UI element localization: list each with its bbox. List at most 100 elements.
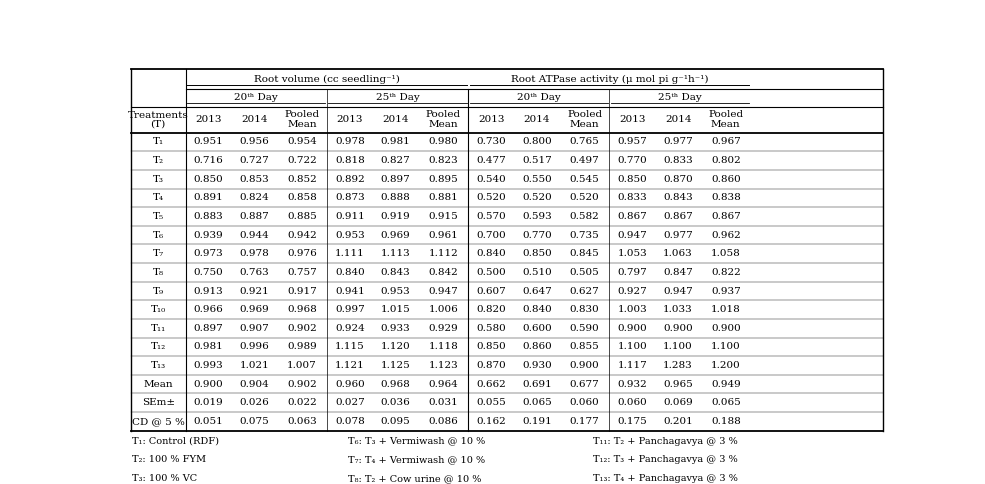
- Text: 0.662: 0.662: [476, 379, 506, 389]
- Text: 0.593: 0.593: [522, 212, 552, 221]
- Text: 1.111: 1.111: [335, 249, 364, 258]
- Text: T₃: T₃: [153, 175, 164, 184]
- Text: 2014: 2014: [241, 115, 268, 124]
- Text: 0.700: 0.700: [476, 230, 506, 240]
- Text: 0.978: 0.978: [239, 249, 269, 258]
- Text: 0.763: 0.763: [239, 268, 269, 277]
- Text: 0.069: 0.069: [663, 398, 693, 408]
- Text: Root volume (cc seedling⁻¹): Root volume (cc seedling⁻¹): [254, 75, 400, 84]
- Text: 0.965: 0.965: [663, 379, 693, 389]
- Text: 0.847: 0.847: [663, 268, 693, 277]
- Text: 1.283: 1.283: [663, 361, 693, 370]
- Text: 0.949: 0.949: [711, 379, 741, 389]
- Text: 0.867: 0.867: [711, 212, 741, 221]
- Text: 0.951: 0.951: [194, 137, 224, 147]
- Text: 0.800: 0.800: [522, 137, 552, 147]
- Text: 0.827: 0.827: [381, 156, 411, 165]
- Text: 0.730: 0.730: [476, 137, 506, 147]
- Text: 0.904: 0.904: [239, 379, 269, 389]
- Text: 1.118: 1.118: [428, 342, 458, 351]
- Text: 0.842: 0.842: [428, 268, 458, 277]
- Text: T₁₃: T₄ + Panchagavya @ 3 %: T₁₃: T₄ + Panchagavya @ 3 %: [593, 474, 738, 483]
- Text: 0.921: 0.921: [239, 287, 269, 296]
- Text: 0.824: 0.824: [239, 193, 269, 202]
- Text: 0.853: 0.853: [239, 175, 269, 184]
- Text: 0.051: 0.051: [194, 417, 224, 426]
- Text: 0.956: 0.956: [239, 137, 269, 147]
- Text: 0.930: 0.930: [522, 361, 552, 370]
- Text: 0.873: 0.873: [335, 193, 364, 202]
- Text: 0.850: 0.850: [476, 342, 506, 351]
- Text: 0.902: 0.902: [288, 324, 317, 333]
- Text: SEm±: SEm±: [142, 398, 174, 408]
- Text: 0.953: 0.953: [381, 287, 411, 296]
- Text: 1.058: 1.058: [711, 249, 741, 258]
- Text: 0.976: 0.976: [288, 249, 317, 258]
- Text: 0.607: 0.607: [476, 287, 506, 296]
- Text: 0.830: 0.830: [569, 305, 600, 314]
- Text: 0.883: 0.883: [194, 212, 224, 221]
- Text: 0.647: 0.647: [522, 287, 552, 296]
- Text: T₃: 100 % VC: T₃: 100 % VC: [132, 474, 197, 483]
- Text: 0.939: 0.939: [194, 230, 224, 240]
- Text: 0.980: 0.980: [428, 137, 458, 147]
- Text: 0.850: 0.850: [522, 249, 552, 258]
- Text: Treatments: Treatments: [128, 111, 188, 120]
- Text: 0.968: 0.968: [288, 305, 317, 314]
- Text: 0.477: 0.477: [476, 156, 506, 165]
- Text: 0.981: 0.981: [194, 342, 224, 351]
- Text: 0.881: 0.881: [428, 193, 458, 202]
- Text: T₈: T₂ + Cow urine @ 10 %: T₈: T₂ + Cow urine @ 10 %: [349, 474, 482, 483]
- Text: 0.957: 0.957: [618, 137, 647, 147]
- Text: 0.927: 0.927: [618, 287, 647, 296]
- Text: 0.860: 0.860: [522, 342, 552, 351]
- Text: 1.007: 1.007: [288, 361, 317, 370]
- Text: 0.942: 0.942: [288, 230, 317, 240]
- Text: 0.870: 0.870: [476, 361, 506, 370]
- Text: 0.937: 0.937: [711, 287, 741, 296]
- Text: 2014: 2014: [665, 115, 691, 124]
- Text: 0.823: 0.823: [428, 156, 458, 165]
- Text: T₂: 100 % FYM: T₂: 100 % FYM: [132, 455, 207, 464]
- Text: 0.540: 0.540: [476, 175, 506, 184]
- Text: 0.907: 0.907: [239, 324, 269, 333]
- Text: 0.887: 0.887: [239, 212, 269, 221]
- Text: T₆: T₆: [153, 230, 164, 240]
- Text: Root ATPase activity (μ mol pi g⁻¹h⁻¹): Root ATPase activity (μ mol pi g⁻¹h⁻¹): [510, 75, 708, 84]
- Text: 1.100: 1.100: [711, 342, 741, 351]
- Text: 0.981: 0.981: [381, 137, 411, 147]
- Text: 1.063: 1.063: [663, 249, 693, 258]
- Text: T₅: T₅: [153, 212, 164, 221]
- Text: 0.191: 0.191: [522, 417, 552, 426]
- Text: 0.960: 0.960: [335, 379, 364, 389]
- Text: 0.055: 0.055: [476, 398, 506, 408]
- Text: 0.031: 0.031: [428, 398, 458, 408]
- Text: 0.078: 0.078: [335, 417, 364, 426]
- Text: Mean: Mean: [144, 379, 173, 389]
- Text: 1.006: 1.006: [428, 305, 458, 314]
- Text: 1.100: 1.100: [618, 342, 647, 351]
- Text: 0.500: 0.500: [476, 268, 506, 277]
- Text: 0.997: 0.997: [335, 305, 364, 314]
- Text: 0.900: 0.900: [663, 324, 693, 333]
- Text: 0.722: 0.722: [288, 156, 317, 165]
- Text: 0.969: 0.969: [381, 230, 411, 240]
- Text: 0.765: 0.765: [569, 137, 600, 147]
- Text: 0.941: 0.941: [335, 287, 364, 296]
- Text: 0.969: 0.969: [239, 305, 269, 314]
- Text: 0.902: 0.902: [288, 379, 317, 389]
- Text: 0.961: 0.961: [428, 230, 458, 240]
- Text: 0.917: 0.917: [288, 287, 317, 296]
- Text: 0.954: 0.954: [288, 137, 317, 147]
- Text: 0.060: 0.060: [569, 398, 600, 408]
- Text: 0.885: 0.885: [288, 212, 317, 221]
- Text: T₁₃: T₁₃: [151, 361, 165, 370]
- Text: 1.117: 1.117: [618, 361, 647, 370]
- Text: 0.677: 0.677: [569, 379, 600, 389]
- Text: T₁: Control (RDF): T₁: Control (RDF): [132, 437, 220, 446]
- Text: 0.911: 0.911: [335, 212, 364, 221]
- Text: 0.900: 0.900: [711, 324, 741, 333]
- Text: 0.900: 0.900: [569, 361, 600, 370]
- Text: 0.900: 0.900: [194, 379, 224, 389]
- Text: T₁₂: T₃ + Panchagavya @ 3 %: T₁₂: T₃ + Panchagavya @ 3 %: [593, 455, 738, 464]
